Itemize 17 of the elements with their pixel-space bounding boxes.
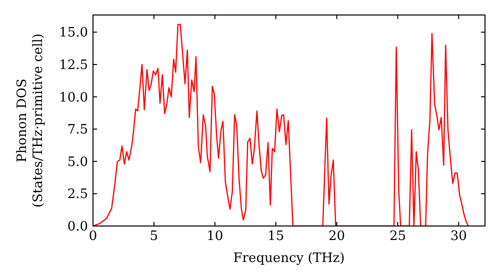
x-tick-label: 30 [450,229,467,244]
x-tick-label: 20 [328,229,346,244]
x-tick-label: 10 [206,229,224,244]
x-axis-title: Frequency (THz) [233,251,345,266]
line-series [93,24,469,226]
y-tick-label: 10.0 [59,90,88,106]
y-tick-label: 12.5 [59,58,88,74]
y-tick-label: 5.0 [67,154,88,170]
x-tick-label: 25 [389,229,406,244]
y-axis-title: Phonon DOS (States/THz·primitive cell) [15,33,46,208]
y-tick-label: 2.5 [67,187,88,202]
x-tick-label: 0 [88,229,98,244]
x-tick-label: 5 [150,229,158,244]
y-tick-label: 7.5 [67,122,88,138]
x-tick-label: 15 [268,229,284,244]
y-tick-label: 0.0 [67,220,88,235]
y-tick-label: 15.0 [59,26,88,41]
